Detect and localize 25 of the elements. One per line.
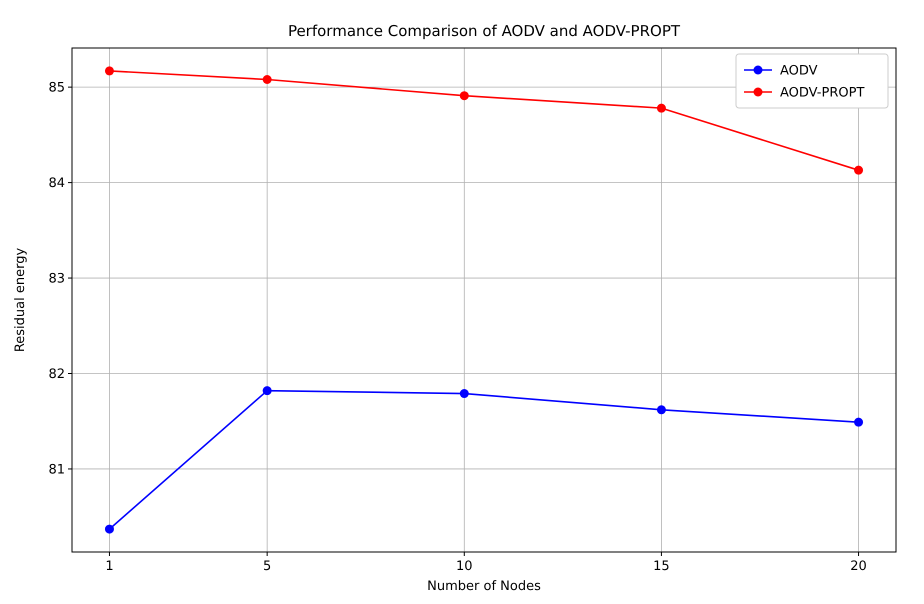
x-axis-title: Number of Nodes xyxy=(427,579,542,594)
chart-title: Performance Comparison of AODV and AODV-PROPT xyxy=(288,22,681,40)
y-tick-label: 83 xyxy=(48,272,65,287)
y-tick-label: 81 xyxy=(48,462,65,478)
point xyxy=(104,524,114,534)
point xyxy=(656,405,666,414)
y-axis-title: Residual energy xyxy=(13,248,28,352)
x-tick-label: 1 xyxy=(105,559,114,574)
x-tick-label: 5 xyxy=(263,559,272,574)
x-tick-label: 15 xyxy=(653,559,670,574)
point xyxy=(262,75,272,84)
point xyxy=(262,386,272,396)
legend-label: AODV-PROPT xyxy=(780,86,864,101)
y-tick-label: 82 xyxy=(48,367,65,382)
y-tick-label: 85 xyxy=(48,80,65,96)
point xyxy=(854,418,864,427)
legend-label: AODV xyxy=(780,64,818,79)
y-tick-label: 84 xyxy=(48,176,65,192)
point xyxy=(656,104,666,113)
point xyxy=(854,166,864,175)
x-tick-label: 10 xyxy=(456,559,473,574)
point xyxy=(460,91,469,100)
point xyxy=(460,389,469,398)
x-tick-label: 20 xyxy=(850,559,867,574)
point xyxy=(104,66,114,76)
